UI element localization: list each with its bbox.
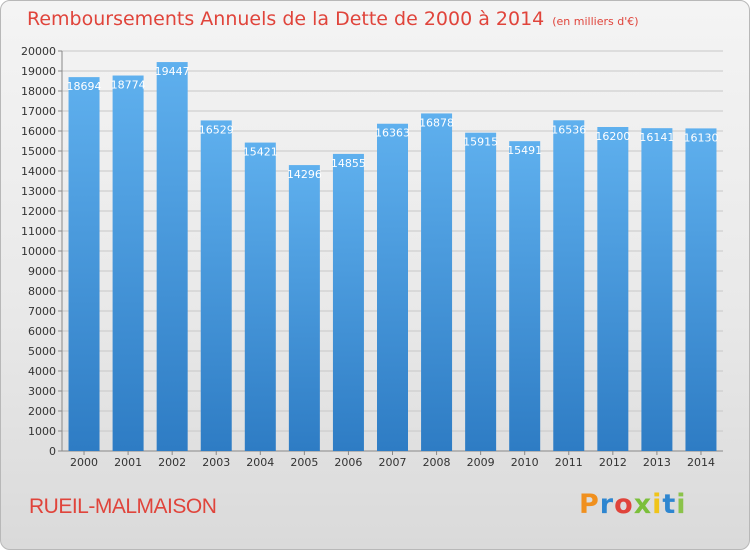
- bar: [685, 128, 717, 451]
- bar: [553, 120, 585, 451]
- y-tick-label: 3000: [28, 385, 56, 398]
- x-tick-label: 2004: [246, 456, 274, 469]
- data-label: 16130: [683, 131, 718, 144]
- data-label: 15915: [463, 136, 498, 149]
- chart-title-text: Remboursements Annuels de la Dette de 20…: [27, 8, 545, 30]
- x-tick-label: 2007: [379, 456, 407, 469]
- bar: [377, 123, 408, 452]
- logo-letter: r: [599, 489, 615, 520]
- x-tick-label: 2010: [511, 456, 539, 469]
- bar: [597, 127, 629, 451]
- bar: [244, 142, 276, 451]
- x-tick-label: 2012: [599, 456, 627, 469]
- bar: [112, 75, 144, 452]
- data-label: 15491: [507, 144, 542, 157]
- x-tick-label: 2011: [555, 456, 583, 469]
- x-tick-label: 2001: [114, 456, 142, 469]
- logo-letter: o: [614, 489, 634, 520]
- x-tick-label: 2014: [687, 456, 715, 469]
- bar: [421, 113, 453, 451]
- bar: [332, 153, 364, 451]
- data-label: 16141: [639, 131, 674, 144]
- bar: [288, 165, 320, 451]
- y-tick-label: 2000: [28, 405, 56, 418]
- data-label: 18694: [67, 80, 102, 93]
- data-label: 16529: [199, 123, 234, 136]
- data-label: 16363: [375, 127, 410, 140]
- data-labels: 18694 18774 19447 16529 15421 14296 14855 16363…: [67, 65, 719, 181]
- bar: [200, 120, 232, 452]
- data-label: 16200: [595, 130, 630, 143]
- data-label: 14855: [331, 157, 366, 170]
- axes: 0 1000 2000 3000 4000 5000 6000 7000 8000 9000 100…: [21, 45, 723, 469]
- bar: [156, 62, 188, 452]
- y-tick-label: 5000: [28, 345, 56, 358]
- x-tick-label: 2013: [643, 456, 671, 469]
- data-label: 15421: [243, 146, 278, 159]
- y-tick-label: 15000: [21, 145, 56, 158]
- data-label: 14296: [287, 168, 322, 181]
- bar: [641, 128, 673, 451]
- y-tick-label: 8000: [28, 285, 56, 298]
- y-tick-label: 13000: [21, 185, 56, 198]
- y-tick-label: 4000: [28, 365, 56, 378]
- x-tick-label: 2009: [467, 456, 495, 469]
- x-tick-label: 2003: [202, 456, 230, 469]
- proxiti-logo: Proxiti: [579, 489, 687, 520]
- x-tick-label: 2000: [70, 456, 98, 469]
- y-tick-label: 19000: [21, 65, 56, 78]
- y-tick-label: 9000: [28, 265, 56, 278]
- x-tick-label: 2008: [423, 456, 451, 469]
- bar: [465, 132, 497, 451]
- bars: [68, 62, 717, 452]
- data-label: 18774: [111, 79, 146, 92]
- y-tick-label: 11000: [21, 225, 56, 238]
- logo-letter: i: [676, 489, 687, 520]
- logo-letter: t: [662, 489, 677, 520]
- y-tick-label: 20000: [21, 45, 56, 58]
- logo-letter: P: [579, 489, 600, 520]
- chart-subtitle: (en milliers d'€): [552, 15, 639, 28]
- y-tick-label: 7000: [28, 305, 56, 318]
- x-tick-label: 2002: [158, 456, 186, 469]
- data-label: 19447: [155, 65, 190, 78]
- city-name: RUEIL-MALMAISON: [29, 495, 217, 518]
- y-tick-label: 17000: [21, 105, 56, 118]
- data-label: 16536: [551, 123, 586, 136]
- y-tick-label: 18000: [21, 85, 56, 98]
- y-tick-label: 0: [49, 445, 56, 458]
- x-tick-label: 2006: [334, 456, 362, 469]
- y-tick-label: 12000: [21, 205, 56, 218]
- x-tick-label: 2005: [290, 456, 318, 469]
- logo-letter: i: [652, 489, 663, 520]
- bar: [509, 141, 541, 451]
- y-tick-label: 1000: [28, 425, 56, 438]
- y-tick-label: 10000: [21, 245, 56, 258]
- y-tick-label: 6000: [28, 325, 56, 338]
- logo-letter: x: [633, 489, 653, 520]
- y-tick-label: 16000: [21, 125, 56, 138]
- bar: [68, 77, 100, 452]
- y-tick-label: 14000: [21, 165, 56, 178]
- data-label: 16878: [419, 116, 454, 129]
- chart-title: Remboursements Annuels de la Dette de 20…: [27, 8, 639, 30]
